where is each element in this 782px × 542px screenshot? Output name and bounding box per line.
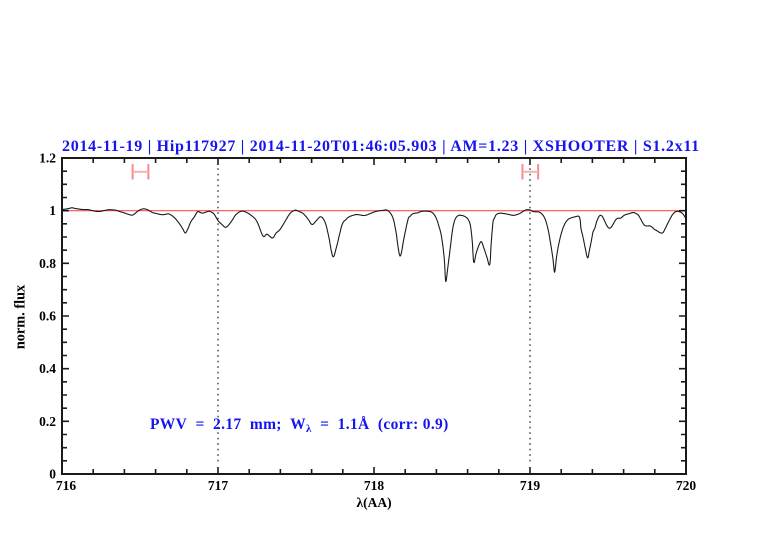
svg-text:0.2: 0.2 xyxy=(39,414,56,429)
svg-text:716: 716 xyxy=(56,478,77,493)
svg-text:2014-11-19 | Hip117927 | 2014-: 2014-11-19 | Hip117927 | 2014-11-20T01:4… xyxy=(62,138,700,155)
svg-text:PWV = 2.17 mm; Wλ = 1.1Å: PWV = 2.17 mm; Wλ = 1.1Å (corr: 0.9) xyxy=(150,416,449,435)
svg-text:0: 0 xyxy=(49,467,56,482)
svg-text:0.8: 0.8 xyxy=(39,256,56,271)
svg-text:719: 719 xyxy=(520,478,541,493)
svg-text:0.4: 0.4 xyxy=(39,361,56,376)
svg-text:1.2: 1.2 xyxy=(39,151,56,166)
svg-text:λ(AA): λ(AA) xyxy=(356,495,391,510)
svg-text:717: 717 xyxy=(208,478,229,493)
svg-text:norm. flux: norm. flux xyxy=(13,284,29,349)
svg-text:720: 720 xyxy=(676,478,697,493)
svg-text:0.6: 0.6 xyxy=(39,309,56,324)
svg-text:1: 1 xyxy=(49,203,56,218)
svg-text:718: 718 xyxy=(364,478,385,493)
